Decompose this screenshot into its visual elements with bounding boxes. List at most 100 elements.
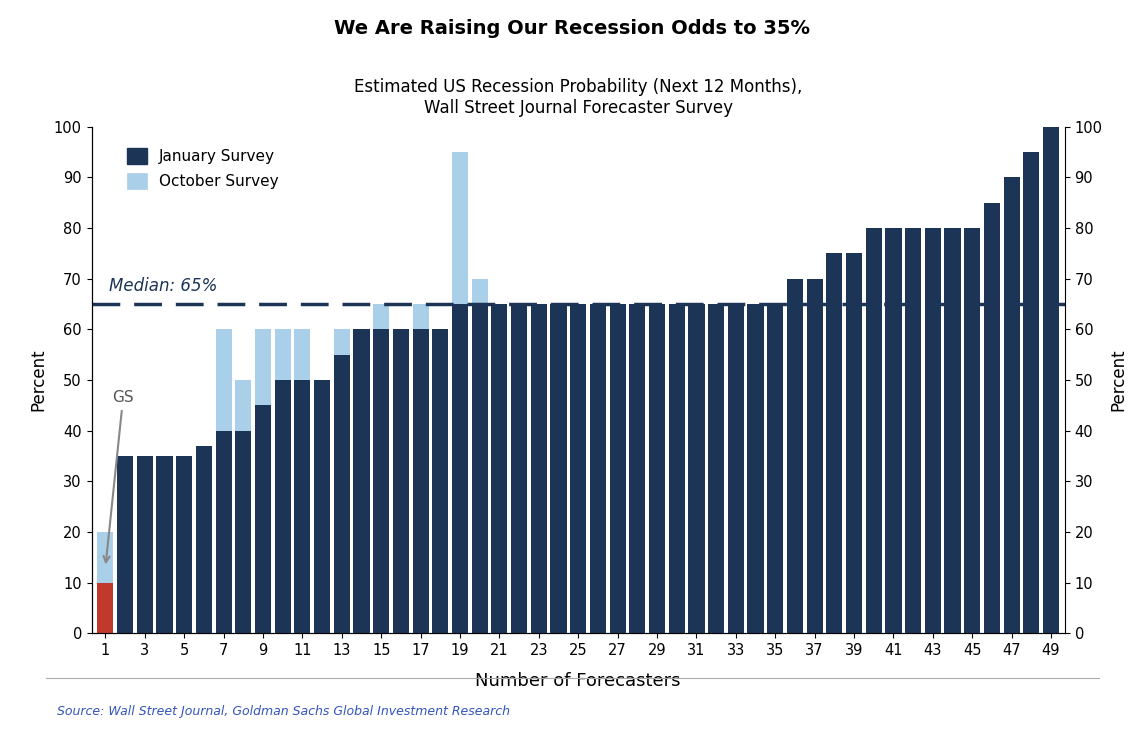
Bar xyxy=(925,228,941,633)
Bar xyxy=(373,329,389,633)
Y-axis label: Percent: Percent xyxy=(29,349,47,411)
Bar xyxy=(787,279,803,633)
Bar xyxy=(294,329,310,633)
Bar xyxy=(590,304,606,633)
Bar xyxy=(97,583,113,633)
Bar xyxy=(491,304,507,633)
Bar xyxy=(215,431,231,633)
Bar xyxy=(964,304,980,633)
Bar xyxy=(235,431,252,633)
Bar xyxy=(827,253,843,633)
Bar xyxy=(767,304,783,633)
Bar xyxy=(255,329,271,633)
Bar xyxy=(748,304,764,633)
Bar xyxy=(630,304,646,633)
Bar xyxy=(570,304,586,633)
Bar xyxy=(275,329,291,633)
Bar xyxy=(97,532,113,633)
Bar xyxy=(333,329,350,633)
Bar xyxy=(945,304,961,633)
Bar xyxy=(314,380,330,633)
Bar xyxy=(393,329,409,633)
Bar xyxy=(1003,177,1020,633)
Bar xyxy=(452,152,468,633)
Bar xyxy=(511,304,527,633)
Text: GS: GS xyxy=(103,390,134,562)
Bar xyxy=(708,304,724,633)
Bar xyxy=(1024,228,1040,633)
Text: Median: 65%: Median: 65% xyxy=(109,277,218,295)
Bar xyxy=(846,253,862,633)
Bar xyxy=(157,456,173,633)
Bar xyxy=(294,380,310,633)
Bar xyxy=(157,532,173,633)
Text: Source: Wall Street Journal, Goldman Sachs Global Investment Research: Source: Wall Street Journal, Goldman Sac… xyxy=(57,706,511,718)
Bar xyxy=(728,304,744,633)
Bar xyxy=(866,304,882,633)
Bar xyxy=(551,304,567,633)
Bar xyxy=(472,279,488,633)
Bar xyxy=(1024,152,1040,633)
Bar xyxy=(669,304,685,633)
Bar xyxy=(806,304,823,633)
Bar xyxy=(688,304,704,633)
Bar xyxy=(885,304,901,633)
Bar xyxy=(945,228,961,633)
Bar xyxy=(255,405,271,633)
Bar xyxy=(531,304,547,633)
Bar xyxy=(433,329,449,633)
Bar xyxy=(136,456,153,633)
Bar xyxy=(176,456,192,633)
Bar xyxy=(1003,304,1020,633)
Bar xyxy=(354,329,370,633)
Bar xyxy=(984,304,1000,633)
Bar xyxy=(136,481,153,633)
X-axis label: Number of Forecasters: Number of Forecasters xyxy=(475,672,681,690)
Bar xyxy=(609,304,625,633)
Title: Estimated US Recession Probability (Next 12 Months),
Wall Street Journal Forecas: Estimated US Recession Probability (Next… xyxy=(354,78,803,117)
Bar xyxy=(787,304,803,633)
Bar xyxy=(196,456,212,633)
Bar xyxy=(433,329,449,633)
Bar xyxy=(215,329,231,633)
Bar xyxy=(905,304,922,633)
Bar xyxy=(728,304,744,633)
Bar xyxy=(333,355,350,633)
Bar xyxy=(531,304,547,633)
Bar xyxy=(688,304,704,633)
Bar xyxy=(984,203,1000,633)
Bar xyxy=(176,456,192,633)
Bar xyxy=(866,228,882,633)
Bar xyxy=(491,304,507,633)
Bar xyxy=(511,304,527,633)
Bar xyxy=(590,304,606,633)
Bar xyxy=(846,304,862,633)
Bar xyxy=(412,304,428,633)
Bar xyxy=(452,304,468,633)
Text: We Are Raising Our Recession Odds to 35%: We Are Raising Our Recession Odds to 35% xyxy=(334,19,811,38)
Bar xyxy=(630,304,646,633)
Bar xyxy=(806,279,823,633)
Bar xyxy=(885,228,901,633)
Bar xyxy=(117,456,133,633)
Bar xyxy=(393,329,409,633)
Bar xyxy=(925,304,941,633)
Bar xyxy=(570,304,586,633)
Bar xyxy=(196,446,212,633)
Bar xyxy=(649,304,665,633)
Bar xyxy=(649,304,665,633)
Bar xyxy=(551,304,567,633)
Bar xyxy=(1043,127,1059,633)
Bar xyxy=(1043,127,1059,633)
Bar xyxy=(354,329,370,633)
Bar xyxy=(905,228,922,633)
Bar xyxy=(827,304,843,633)
Bar xyxy=(275,380,291,633)
Bar xyxy=(708,304,724,633)
Bar xyxy=(235,380,252,633)
Bar xyxy=(373,304,389,633)
Bar xyxy=(472,304,488,633)
Bar xyxy=(964,228,980,633)
Bar xyxy=(609,304,625,633)
Bar xyxy=(767,304,783,633)
